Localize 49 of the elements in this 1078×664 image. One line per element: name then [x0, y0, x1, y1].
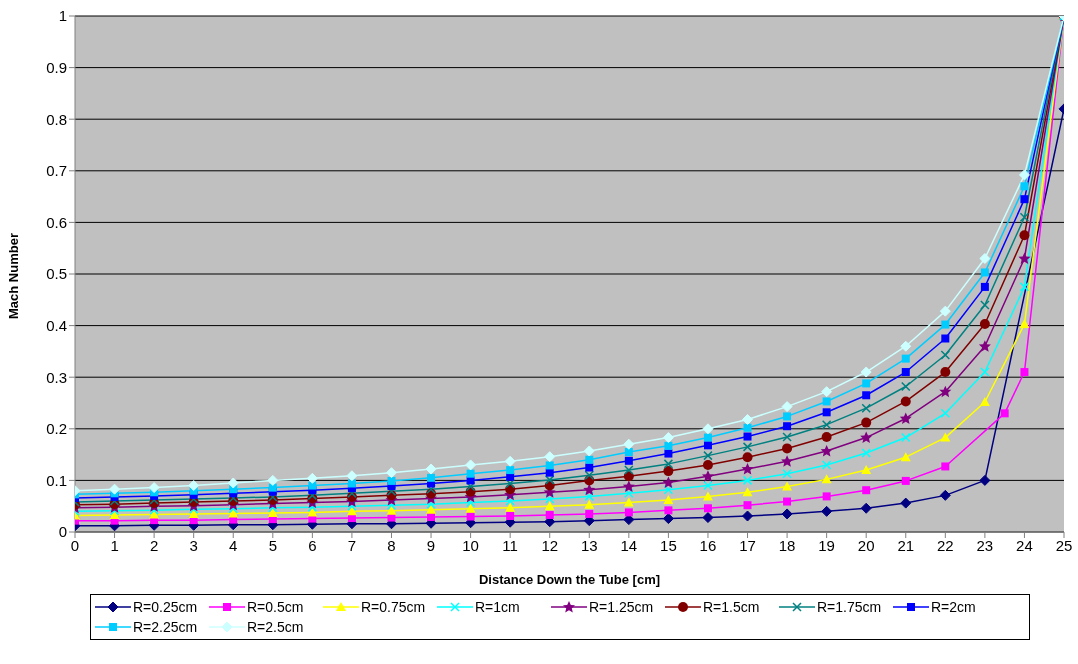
x-tick-label: 13: [580, 536, 598, 554]
y-tick-label: 0.7: [46, 162, 67, 180]
x-tick-label: 2: [149, 536, 159, 554]
y-axis-title: Mach Number: [5, 233, 21, 319]
y-tick-label: 0.3: [46, 368, 67, 386]
x-tick-label: 0: [70, 536, 80, 554]
y-tick-label: 0.8: [46, 110, 67, 128]
y-tick-label: 0.4: [46, 316, 67, 334]
y-tick-label: 0: [58, 523, 67, 541]
x-tick-label: 9: [426, 536, 436, 554]
x-tick-label: 10: [462, 536, 479, 554]
x-tick-label: 3: [189, 536, 198, 554]
legend-label: R=2.5cm: [247, 619, 304, 635]
x-tick-label: 24: [1016, 536, 1033, 554]
x-tick-label: 14: [620, 536, 638, 554]
legend-label: R=0.75cm: [361, 599, 426, 615]
x-tick-label: 23: [976, 536, 994, 554]
x-tick-label: 20: [857, 536, 875, 554]
y-tick-label: 0.5: [46, 265, 67, 283]
x-tick-label: 11: [502, 536, 518, 554]
y-tick-label: 0.1: [46, 471, 67, 489]
x-tick-label: 1: [110, 536, 119, 554]
legend-label: R=1cm: [475, 599, 520, 615]
x-tick-label: 21: [897, 536, 915, 554]
x-tick-label: 4: [229, 536, 238, 554]
legend-label: R=1.5cm: [703, 599, 760, 615]
y-tick-label: 0.2: [46, 420, 67, 438]
x-tick-label: 16: [699, 536, 717, 554]
legend-label: R=0.5cm: [247, 599, 304, 615]
legend-label: R=2.25cm: [133, 619, 198, 635]
legend-label: R=1.75cm: [817, 599, 882, 615]
x-tick-label: 18: [778, 536, 796, 554]
x-tick-label: 22: [936, 536, 954, 554]
legend-label: R=2cm: [931, 599, 976, 615]
x-tick-label: 5: [268, 536, 277, 554]
x-tick-label: 12: [541, 536, 559, 554]
legend-label: R=0.25cm: [133, 599, 198, 615]
y-tick-label: 1: [58, 7, 67, 25]
x-tick-label: 19: [818, 536, 835, 554]
x-tick-label: 25: [1055, 536, 1073, 554]
y-tick-label: 0.6: [46, 213, 67, 231]
x-axis-title: Distance Down the Tube [cm]: [478, 572, 661, 587]
x-tick-label: 8: [387, 536, 396, 554]
x-tick-label: 7: [347, 536, 357, 554]
y-tick-label: 0.9: [46, 58, 67, 76]
x-tick-label: 15: [660, 536, 677, 554]
legend-label: R=1.25cm: [589, 599, 654, 615]
x-tick-label: 17: [739, 536, 756, 554]
x-tick-label: 6: [308, 536, 317, 554]
